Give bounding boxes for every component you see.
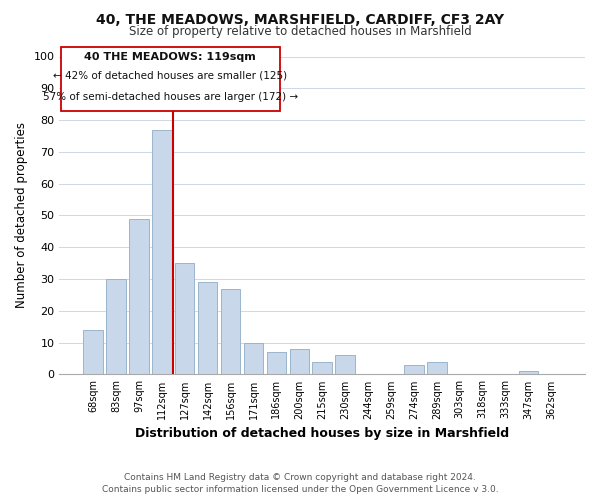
- Bar: [129, 218, 149, 374]
- X-axis label: Distribution of detached houses by size in Marshfield: Distribution of detached houses by size …: [135, 427, 509, 440]
- Bar: [175, 263, 194, 374]
- Text: 40, THE MEADOWS, MARSHFIELD, CARDIFF, CF3 2AY: 40, THE MEADOWS, MARSHFIELD, CARDIFF, CF…: [96, 12, 504, 26]
- Text: ← 42% of detached houses are smaller (125): ← 42% of detached houses are smaller (12…: [53, 70, 287, 81]
- Bar: [404, 365, 424, 374]
- Bar: [313, 362, 332, 374]
- Text: Contains HM Land Registry data © Crown copyright and database right 2024.: Contains HM Land Registry data © Crown c…: [124, 472, 476, 482]
- Bar: [335, 356, 355, 374]
- Bar: [244, 342, 263, 374]
- Bar: [221, 288, 240, 374]
- Bar: [106, 279, 126, 374]
- Text: 40 THE MEADOWS: 119sqm: 40 THE MEADOWS: 119sqm: [84, 52, 256, 62]
- Bar: [152, 130, 172, 374]
- Bar: [266, 352, 286, 374]
- Bar: [198, 282, 217, 374]
- Text: 57% of semi-detached houses are larger (172) →: 57% of semi-detached houses are larger (…: [43, 92, 298, 102]
- Bar: [519, 372, 538, 374]
- Bar: [83, 330, 103, 374]
- Text: Contains public sector information licensed under the Open Government Licence v : Contains public sector information licen…: [101, 485, 499, 494]
- Y-axis label: Number of detached properties: Number of detached properties: [15, 122, 28, 308]
- Bar: [427, 362, 446, 374]
- Bar: [290, 349, 309, 374]
- Text: Size of property relative to detached houses in Marshfield: Size of property relative to detached ho…: [128, 25, 472, 38]
